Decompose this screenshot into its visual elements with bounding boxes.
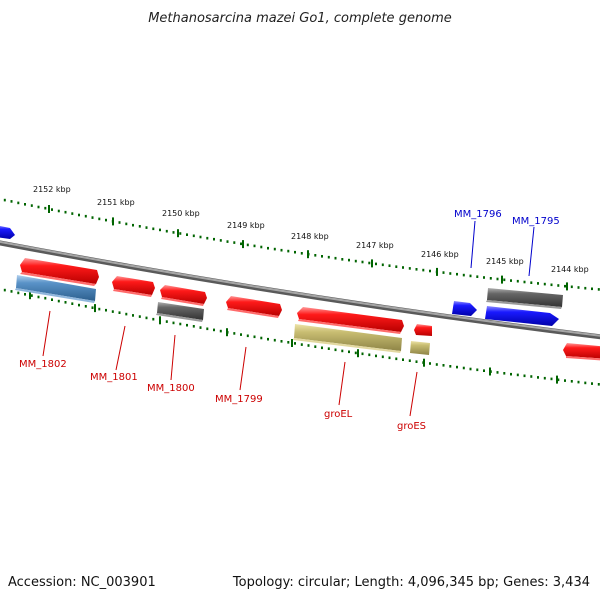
genome-summary-text: Topology: circular; Length: 4,096,345 bp…: [232, 575, 590, 590]
scale-label-2151: 2151 kbp: [97, 198, 135, 207]
leader-line-mm-1799: [239, 346, 247, 391]
scale-label-2147: 2147 kbp: [356, 241, 394, 250]
map-title: Methanosarcina mazei Go1, complete genom…: [148, 11, 452, 26]
leader-line-mm-1802: [42, 310, 51, 357]
scale-label-2146: 2146 kbp: [421, 250, 459, 259]
scale-label-2148: 2148 kbp: [291, 232, 329, 241]
gene-label-mm-1796[interactable]: MM_1796: [454, 209, 502, 220]
gene-label-mm-1802[interactable]: MM_1802: [19, 359, 67, 370]
scale-label-2152: 2152 kbp: [33, 185, 71, 194]
gene-features: [0, 225, 600, 361]
gene-feature-groel[interactable]: [297, 307, 404, 334]
gene-feature-mm-1800[interactable]: [160, 285, 207, 306]
scale-label-2150: 2150 kbp: [162, 209, 200, 218]
gene-feature-mm-1799[interactable]: [226, 296, 282, 318]
leader-lines: [42, 220, 535, 417]
gene-feature-khaki-bar[interactable]: [293, 324, 402, 353]
scale-label-2144: 2144 kbp: [551, 265, 589, 274]
gene-feature-khaki-small[interactable]: [410, 341, 430, 355]
scale-labels: 2152 kbp 2151 kbp 2150 kbp 2149 kbp 2148…: [33, 185, 589, 274]
scale-label-2145: 2145 kbp: [486, 257, 524, 266]
outer-scale-ticks: [3, 198, 600, 291]
gene-feature-left-edge-blue[interactable]: [0, 225, 15, 239]
gene-feature-right-edge-red[interactable]: [563, 343, 600, 361]
gene-feature-mm-1801[interactable]: [112, 276, 155, 297]
accession-text: Accession: NC_003901: [8, 575, 156, 590]
gene-label-groes[interactable]: groES: [397, 421, 426, 432]
gene-feature-gray-bar-left[interactable]: [156, 302, 204, 322]
gene-label-groel[interactable]: groEL: [324, 409, 353, 420]
scale-label-2149: 2149 kbp: [227, 221, 265, 230]
gene-feature-groes[interactable]: [414, 324, 432, 336]
gene-label-mm-1795[interactable]: MM_1795: [512, 216, 560, 227]
gene-feature-mm-1795[interactable]: [485, 306, 559, 326]
gene-label-mm-1801[interactable]: MM_1801: [90, 372, 138, 383]
gene-feature-mm-1802[interactable]: [20, 258, 99, 286]
gene-feature-mm-1796[interactable]: [452, 301, 477, 316]
leader-line-mm-1796: [470, 220, 476, 269]
leader-line-mm-1800: [170, 334, 176, 381]
gene-labels: MM_1802 MM_1801 MM_1800 MM_1799 groEL gr…: [19, 209, 560, 432]
gene-feature-steel-bar[interactable]: [15, 275, 96, 303]
inner-scale-ticks: [3, 288, 600, 386]
leader-line-groes: [409, 371, 418, 417]
leader-line-groel: [338, 361, 346, 406]
gene-label-mm-1800[interactable]: MM_1800: [147, 383, 195, 394]
leader-line-mm-1795: [528, 226, 535, 277]
gene-feature-gray-bar-right[interactable]: [486, 288, 563, 309]
leader-line-mm-1801: [115, 325, 126, 371]
gene-label-mm-1799[interactable]: MM_1799: [215, 394, 263, 405]
genome-backbone: [0, 240, 600, 340]
